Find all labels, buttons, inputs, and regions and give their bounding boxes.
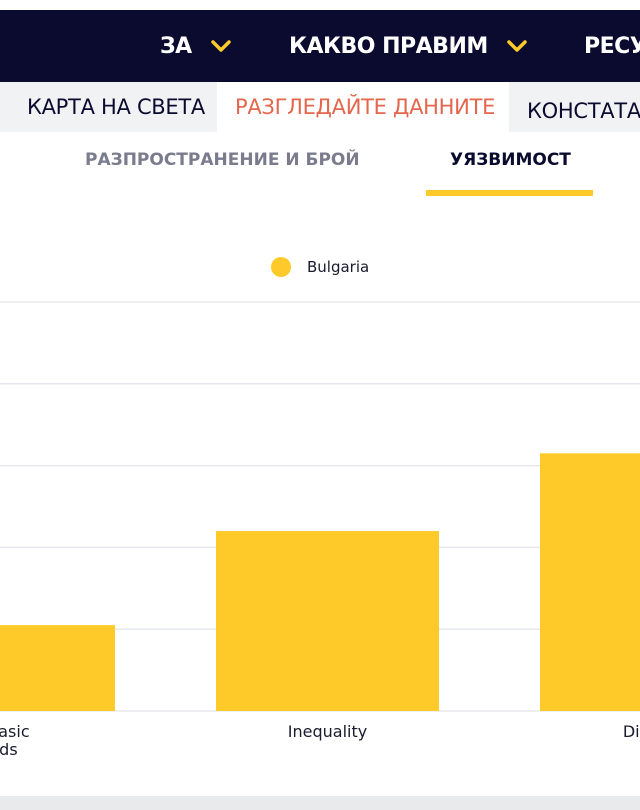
- x-tick-label: eds: [0, 740, 18, 759]
- bar[interactable]: [0, 625, 115, 711]
- legend-marker[interactable]: [271, 257, 291, 277]
- nav-item-what-we-do-label: КАКВО ПРАВИМ: [289, 33, 488, 59]
- top-strip: [0, 0, 640, 10]
- x-tick-label: f basic: [0, 722, 30, 741]
- subtab-findings-label: КОНСТАТАЦ: [527, 99, 640, 123]
- bar[interactable]: [540, 453, 640, 711]
- nav-item-resources[interactable]: РЕСУ: [584, 10, 640, 82]
- chevron-down-icon: [507, 40, 527, 52]
- main-navigation: ЗА КАКВО ПРАВИМ РЕСУ: [0, 10, 640, 82]
- subtab-world-map-label: КАРТА НА СВЕТА: [27, 95, 205, 119]
- subtab-findings[interactable]: КОНСТАТАЦ: [509, 86, 640, 132]
- bar[interactable]: [216, 531, 439, 711]
- sub-navigation: КАРТА НА СВЕТА РАЗГЛЕДАЙТЕ ДАННИТЕ КОНСТ…: [0, 82, 640, 132]
- nav-item-about-label: ЗА: [160, 33, 192, 59]
- chevron-down-icon: [210, 40, 231, 52]
- x-tick-label: Disenfr: [623, 722, 640, 741]
- subtab-explore-data[interactable]: РАЗГЛЕДАЙТЕ ДАННИТЕ: [217, 82, 509, 132]
- nav-item-what-we-do[interactable]: КАКВО ПРАВИМ: [289, 10, 528, 82]
- nav-item-about[interactable]: ЗА: [160, 10, 232, 82]
- legend-label: Bulgaria: [307, 258, 369, 276]
- bar-chart: Bulgariaf basicedsInequalityDisenfrGr: [0, 257, 640, 759]
- tab-vulnerability[interactable]: УЯЗВИМОСТ: [450, 150, 571, 170]
- tab-prevalence[interactable]: РАЗПРОСТРАНЕНИЕ И БРОЙ: [85, 150, 360, 170]
- chart-tabs: РАЗПРОСТРАНЕНИЕ И БРОЙ УЯЗВИМОСТ: [0, 132, 640, 202]
- nav-item-resources-label: РЕСУ: [584, 33, 640, 59]
- subtab-explore-data-label: РАЗГЛЕДАЙТЕ ДАННИТЕ: [235, 95, 496, 119]
- x-tick-label: Inequality: [288, 722, 367, 741]
- subtab-world-map[interactable]: КАРТА НА СВЕТА: [0, 82, 217, 132]
- bottom-bar: [0, 796, 640, 810]
- active-tab-underline: [426, 190, 593, 196]
